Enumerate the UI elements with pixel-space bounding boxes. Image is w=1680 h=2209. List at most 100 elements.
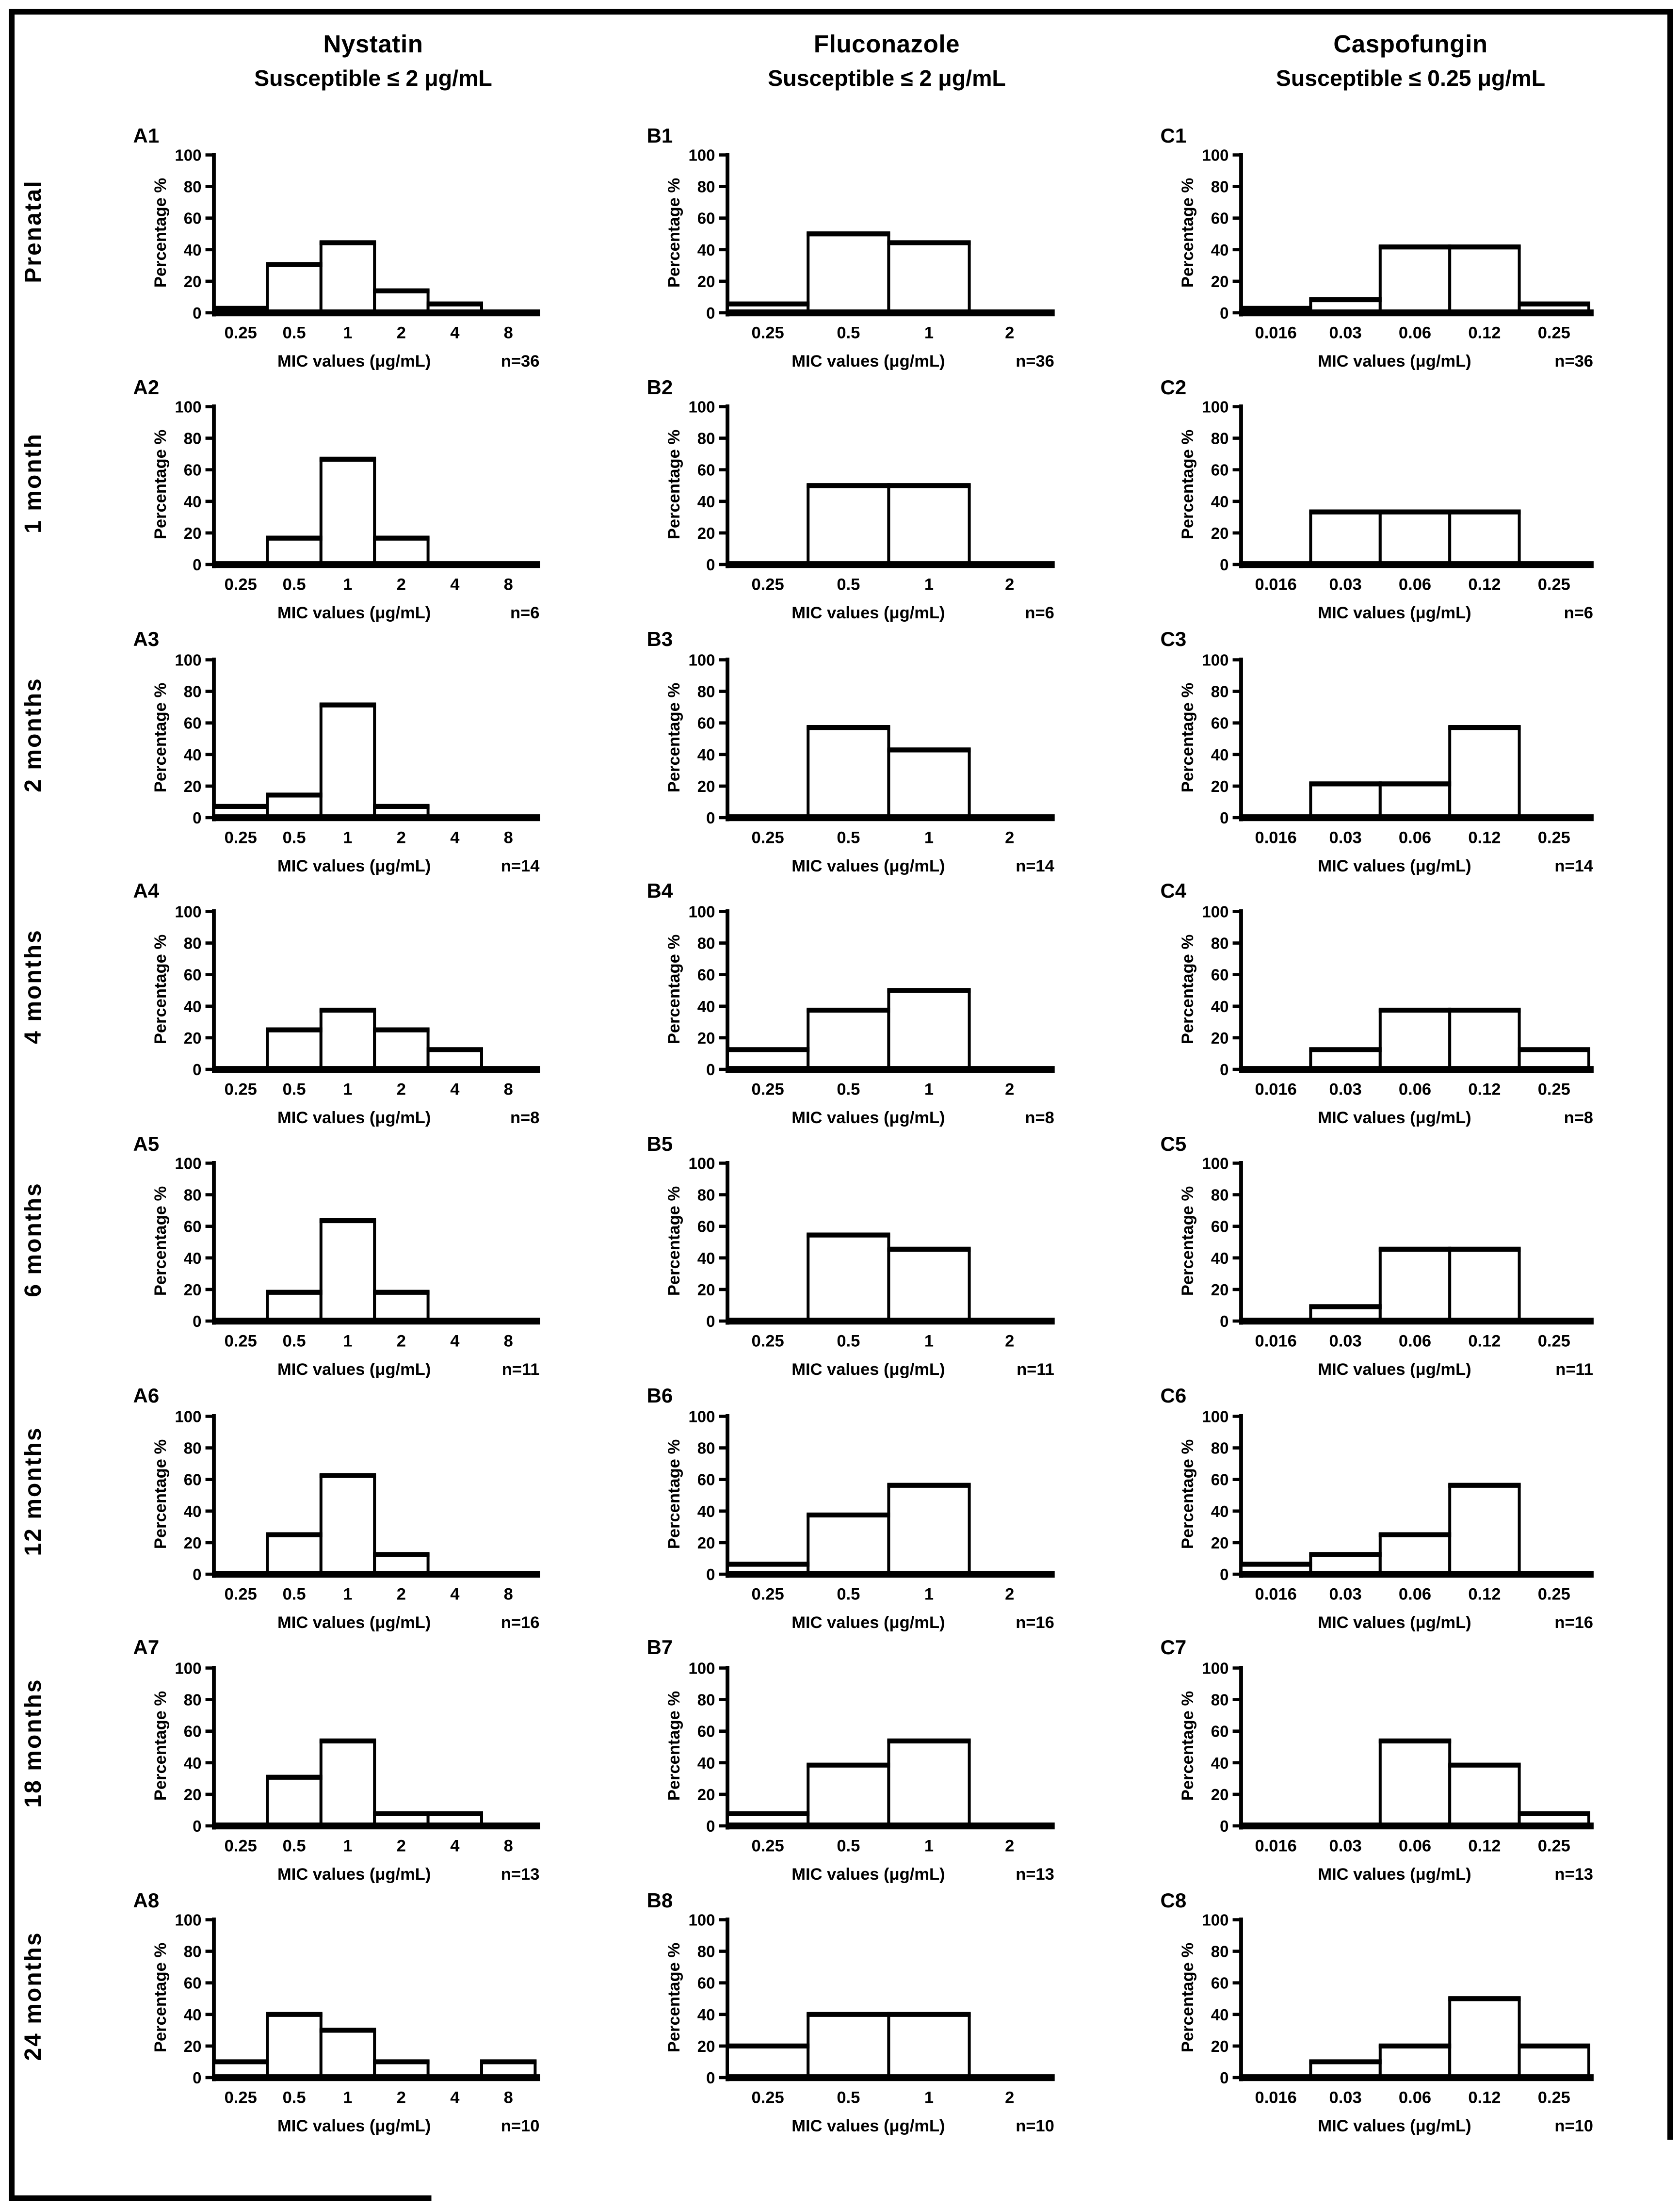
bar [320, 2031, 373, 2078]
bar [888, 990, 969, 1069]
bar [1379, 247, 1449, 313]
x-tick-label: 0.06 [1398, 1584, 1430, 1603]
x-tick-label: 1 [342, 1837, 352, 1855]
column-subtitle: Susceptible ≤ 2 μg/mL [647, 66, 1127, 93]
x-tick-label: 0.25 [224, 2089, 256, 2107]
y-tick-label: 40 [183, 1502, 201, 1520]
bar [727, 2047, 808, 2078]
x-axis-label: MIC values (μg/mL) [791, 856, 944, 875]
bar [267, 539, 320, 565]
x-axis-label: MIC values (μg/mL) [277, 1109, 430, 1127]
y-axis-label: Percentage % [1178, 430, 1196, 540]
x-tick-label: 0.25 [751, 1332, 783, 1351]
row-label-box: 1 month [14, 372, 123, 624]
row-label: 18 months [21, 1679, 48, 1808]
x-baseline [725, 309, 1054, 316]
x-tick-label: 0.016 [1254, 1080, 1296, 1098]
bar [267, 1777, 320, 1826]
x-baseline [725, 1318, 1054, 1325]
y-tick-label: 60 [1210, 1470, 1228, 1488]
x-tick-label: 0.5 [282, 1080, 305, 1098]
chart-cell-A5: A5 Percentage % 0 20 40 60 80 100 0.25 0.5 1 2 4 8 MIC… [123, 1129, 637, 1381]
chart-C6: Percentage % 0 20 40 60 80 100 0.016 0.03 0.06 0.1… [1150, 1401, 1664, 1633]
y-tick-label: 20 [183, 1786, 201, 1804]
x-tick-label: 0.25 [751, 2089, 783, 2107]
y-tick-label: 0 [706, 2069, 714, 2087]
y-tick-label: 100 [1201, 1407, 1228, 1425]
y-tick-label: 20 [183, 525, 201, 543]
chart-C4: Percentage %0204060801000.016 0.03 0.06 0.1… [1150, 896, 1664, 1129]
chart-cell-A3: A3 Percentage % 0 20 40 60 80 100 0.25 0.5 1 2 4 8 MIC… [123, 624, 637, 876]
x-tick-label: 2 [1004, 576, 1014, 594]
x-axis-label: MIC values (μg/mL) [277, 352, 430, 371]
chart-cell-A1: A1 Percentage % 0 20 40 60 80 100 0.25 0.5 1 2 4 8 MIC… [123, 120, 637, 372]
x-tick-label: 0.12 [1468, 1584, 1500, 1603]
chart-cell-B7: B7 Percentage % 0 20 40 60 80 100 0.25 0.5 1 2 MIC v… [637, 1633, 1150, 1885]
bar [1449, 1250, 1518, 1322]
x-tick-label: 1 [923, 828, 933, 846]
chart-cell-A2: A2 Percentage % 0 20 40 60 80 100 0.25 0.5 1 2 4 8 MIC… [123, 372, 637, 624]
y-axis-label: Percentage % [151, 1943, 169, 2053]
y-tick-label: 80 [696, 1439, 714, 1457]
x-tick-label: 0.25 [751, 1080, 783, 1098]
y-tick-label: 100 [1201, 1659, 1228, 1677]
y-tick-label: 20 [183, 777, 201, 795]
y-tick-label: 20 [1210, 777, 1228, 795]
row-label-box: 12 months [14, 1381, 123, 1633]
x-tick-label: 4 [450, 828, 459, 846]
y-tick-label: 80 [183, 935, 201, 952]
x-tick-label: 8 [503, 324, 512, 342]
x-tick-label: 0.5 [282, 576, 305, 594]
x-axis-label: MIC values (μg/mL) [1317, 1865, 1470, 1884]
y-tick-label: 60 [183, 1723, 201, 1741]
x-baseline [725, 814, 1054, 821]
chart-cell-C4: C4 Percentage % 0 20 40 60 80 100 0.016 0.03 0.06 0… [1150, 876, 1664, 1129]
y-tick-label: 80 [183, 1187, 201, 1205]
y-tick-label: 40 [1210, 1754, 1228, 1772]
y-tick-label: 60 [183, 1470, 201, 1488]
bar [1449, 513, 1518, 565]
y-tick-label: 80 [1210, 1187, 1228, 1205]
chart-cell-A8: A8 Percentage % 0 20 40 60 80 100 0.25 0.5 1 2 4 8 MIC… [123, 1885, 637, 2137]
y-axis-label: Percentage % [151, 1439, 169, 1548]
x-tick-label: 8 [503, 1332, 512, 1351]
x-tick-label: 0.12 [1468, 1080, 1500, 1098]
chart-C3: Percentage %0204060801000.016 0.03 0.06 0.1… [1150, 644, 1664, 877]
x-tick-label: 0.25 [1537, 576, 1569, 594]
y-tick-label: 60 [696, 1723, 714, 1741]
bar [374, 1293, 427, 1322]
x-tick-label: 1 [923, 324, 933, 342]
bar [320, 1010, 373, 1069]
row-label: 6 months [21, 1182, 48, 1297]
chart-B4: Percentage %0204060801000.25 0.5 1 2MIC val… [637, 896, 1150, 1129]
x-tick-label: 0.25 [224, 324, 256, 342]
bar [1379, 2047, 1449, 2078]
n-label: n=16 [1015, 1613, 1054, 1631]
n-label: n=11 [501, 1361, 539, 1379]
chart-cell-C7: C7 Percentage % 0 20 40 60 80 100 0.016 0.03 0.06 0… [1150, 1633, 1664, 1885]
x-tick-label: 1 [923, 2089, 933, 2107]
y-tick-label: 100 [1201, 903, 1228, 920]
x-tick-label: 8 [503, 1584, 512, 1603]
y-tick-label: 60 [183, 1975, 201, 1993]
y-axis-label: Percentage % [664, 430, 683, 540]
bar [808, 1515, 888, 1574]
y-tick-label: 40 [183, 2006, 201, 2024]
y-tick-label: 0 [192, 1817, 201, 1835]
x-axis-label: MIC values (μg/mL) [277, 1361, 430, 1379]
x-baseline [725, 1066, 1054, 1073]
chart-cell-A6: A6 Percentage % 0 20 40 60 80 100 0.25 0.5 1 2 4 8 MIC… [123, 1381, 637, 1633]
x-tick-label: 0.03 [1328, 1837, 1361, 1855]
x-axis-label: MIC values (μg/mL) [791, 604, 944, 623]
x-baseline [211, 814, 539, 821]
row-label-box: 24 months [14, 1885, 123, 2137]
chart-cell-C5: C5 Percentage % 0 20 40 60 80 100 0.016 0.03 0.06 0… [1150, 1129, 1664, 1381]
y-tick-label: 60 [1210, 714, 1228, 732]
bar [1379, 783, 1449, 817]
n-label: n=11 [1016, 1361, 1054, 1379]
n-label: n=8 [509, 1109, 538, 1127]
x-tick-label: 0.5 [836, 324, 859, 342]
y-tick-label: 60 [183, 714, 201, 732]
y-tick-label: 100 [174, 1659, 201, 1677]
n-label: n=14 [500, 856, 539, 875]
